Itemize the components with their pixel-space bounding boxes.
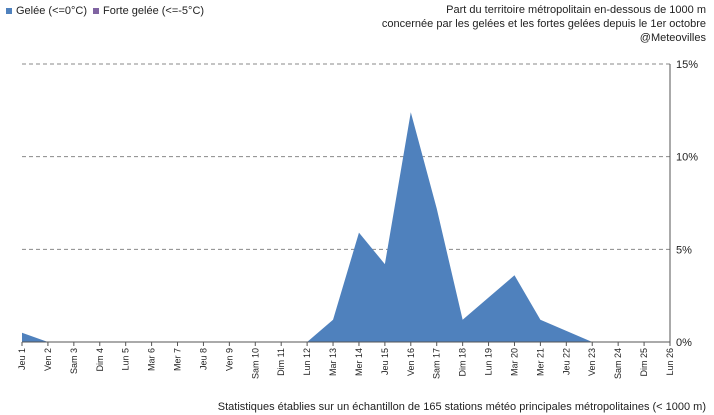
- chart-title: Part du territoire métropolitain en-dess…: [382, 3, 706, 45]
- legend-label-gelee: Gelée (<=0°C): [16, 5, 88, 17]
- x-tick-label: Jeu 8: [198, 348, 208, 370]
- x-tick-label: Dim 25: [639, 348, 649, 377]
- x-tick-label: Dim 18: [458, 348, 468, 377]
- legend-item-forte-gelee: Forte gelée (<=-5°C): [93, 5, 204, 17]
- x-tick-label: Sam 24: [613, 348, 623, 379]
- x-tick-label: Sam 3: [69, 348, 79, 374]
- y-tick-label: 10%: [676, 152, 698, 164]
- x-tick-label: Dim 11: [276, 348, 286, 376]
- x-tick-label: Ven 9: [224, 348, 234, 371]
- x-tick-label: Mer 7: [173, 348, 183, 371]
- x-tick-label: Mar 13: [328, 348, 338, 376]
- chart-footnote: Statistiques établies sur un échantillon…: [217, 401, 706, 413]
- x-tick-label: Jeu 15: [380, 348, 390, 375]
- x-tick-label: Dim 4: [95, 348, 105, 372]
- y-tick-label: 15%: [676, 59, 698, 71]
- x-tick-label: Mer 21: [535, 348, 545, 376]
- x-tick-label: Ven 2: [43, 348, 53, 371]
- x-tick-label: Sam 17: [432, 348, 442, 379]
- chart-title-line-2: concernée par les gelées et les fortes g…: [381, 18, 706, 30]
- x-tick-label: Jeu 22: [561, 348, 571, 375]
- y-tick-label: 5%: [676, 244, 692, 256]
- y-tick-label: 0%: [676, 337, 692, 349]
- x-tick-label: Lun 19: [484, 348, 494, 376]
- x-tick-label: Mer 14: [354, 348, 364, 376]
- x-tick-label: Mar 20: [509, 348, 519, 376]
- x-tick-label: Mar 6: [147, 348, 157, 371]
- x-tick-label: Jeu 1: [17, 348, 27, 370]
- legend-item-gelee: Gelée (<=0°C): [6, 5, 87, 17]
- x-tick-label: Sam 10: [250, 348, 260, 379]
- x-tick-label: Lun 26: [665, 348, 675, 376]
- x-tick-label: Ven 16: [406, 348, 416, 376]
- x-tick-label: Ven 23: [587, 348, 597, 376]
- legend-swatch-gelee: [6, 8, 12, 14]
- legend: Gelée (<=0°C) Forte gelée (<=-5°C): [6, 5, 210, 17]
- chart-title-line-3: @Meteovilles: [639, 32, 706, 44]
- legend-label-forte-gelee: Forte gelée (<=-5°C): [103, 5, 205, 17]
- x-tick-label: Lun 12: [302, 348, 312, 376]
- legend-swatch-forte-gelee: [93, 8, 100, 14]
- chart-title-line-1: Part du territoire métropolitain en-dess…: [446, 4, 706, 16]
- x-tick-label: Lun 5: [121, 348, 131, 371]
- area-series-gelee: [22, 112, 670, 342]
